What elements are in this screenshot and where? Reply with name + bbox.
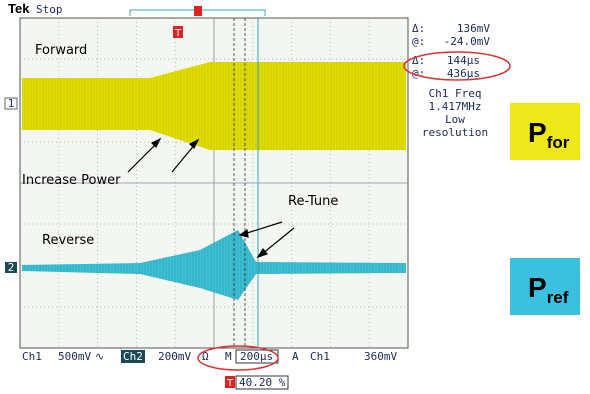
ch2: Ch2 <box>123 350 143 363</box>
status: Stop <box>36 3 63 16</box>
ch1-coupling: ∿ <box>95 350 104 363</box>
m: M <box>225 350 232 363</box>
p-sub: for <box>547 133 570 152</box>
reverse-label: Reverse <box>42 233 94 248</box>
delta-v: 136mV <box>457 22 490 35</box>
brand: Tek <box>8 1 30 16</box>
screenshot: T Tek Stop 1 2 Δ: 136mV @: -24.0mV Δ: 14… <box>0 0 590 394</box>
timebase: 200µs <box>240 350 273 363</box>
channel-1-marker: 1 <box>8 97 15 110</box>
ch2-scale: 200mV <box>158 350 191 363</box>
at-v-label: @: <box>412 35 425 48</box>
p-main: P <box>528 272 547 303</box>
freq-line: Ch1 Freq <box>429 87 482 100</box>
freq-line: Low <box>445 113 465 126</box>
delta-v-label: Δ: <box>412 22 425 35</box>
at-t: 436µs <box>447 67 480 80</box>
p-sub: ref <box>547 288 569 307</box>
trigger-position-marker <box>194 6 202 16</box>
trigger-level: 360mV <box>364 350 397 363</box>
status-bar: Ch1 500mV ∿ Ch2 200mV Ω M 200µs A Ch1 36… <box>22 350 397 363</box>
at-v: -24.0mV <box>444 35 491 48</box>
trigger-marker: T <box>174 28 182 39</box>
ch1-scale: 500mV <box>58 350 91 363</box>
re-tune-label: Re-Tune <box>288 194 338 209</box>
increase-power-label: Increase Power <box>22 173 121 188</box>
page: T Tek Stop 1 2 Δ: 136mV @: -24.0mV Δ: 14… <box>0 0 590 394</box>
trigger-source: Ch1 <box>310 350 330 363</box>
channel-2-marker: 2 <box>8 261 15 274</box>
forward-label: Forward <box>35 43 87 58</box>
freq-line: resolution <box>422 126 488 139</box>
freq-line: 1.417MHz <box>429 100 482 113</box>
trigger-position: 40.20 % <box>239 376 286 389</box>
acquire: A <box>292 350 299 363</box>
trigger-marker: T <box>226 378 234 389</box>
ch1: Ch1 <box>22 350 42 363</box>
p-main: P <box>528 117 547 148</box>
delta-t: 144µs <box>447 54 480 67</box>
